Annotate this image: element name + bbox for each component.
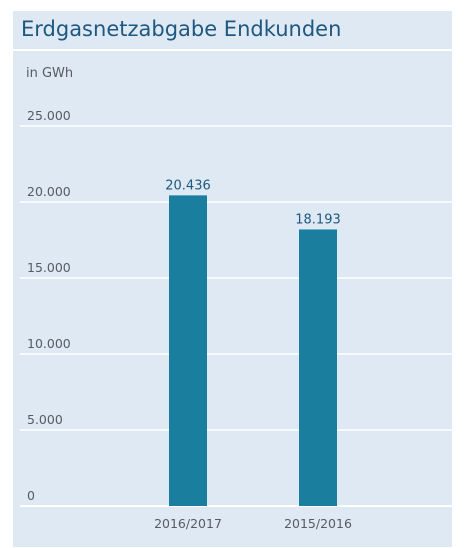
y-tick-label: 25.000	[27, 108, 71, 123]
x-tick-label: 2015/2016	[284, 516, 352, 531]
chart-title: Erdgasnetzabgabe Endkunden	[21, 17, 342, 41]
bar	[299, 229, 337, 506]
y-tick-label: 15.000	[27, 260, 71, 275]
y-tick-label: 0	[27, 488, 35, 503]
y-tick-label: 10.000	[27, 336, 71, 351]
y-tick-label: 5.000	[27, 412, 63, 427]
bar	[169, 195, 207, 506]
title-divider	[13, 49, 452, 51]
x-tick-label: 2016/2017	[154, 516, 222, 531]
y-tick-label: 20.000	[27, 184, 71, 199]
data-label: 20.436	[165, 178, 211, 193]
unit-label: in GWh	[26, 66, 74, 81]
data-label: 18.193	[295, 212, 341, 227]
chart-panel	[13, 11, 452, 547]
